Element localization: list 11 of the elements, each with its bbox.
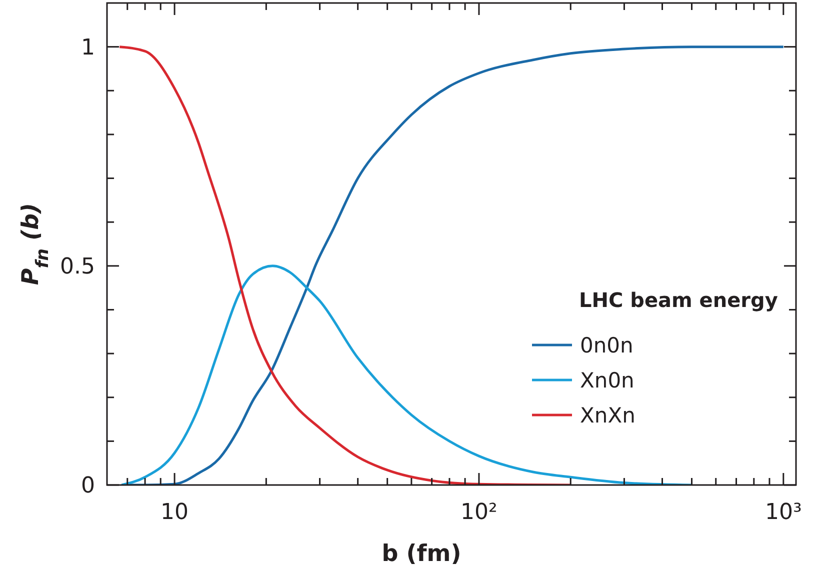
x-axis-title: b (fm): [382, 541, 462, 567]
x-tick-label: 10³: [764, 500, 802, 525]
legend-label: XnXn: [580, 403, 636, 428]
legend-label: Xn0n: [580, 368, 634, 392]
x-tick-label: 10: [160, 500, 189, 525]
y-tick-label: 1: [81, 36, 95, 61]
legend-label: 0n0n: [580, 333, 634, 358]
x-tick-label: 10²: [460, 500, 498, 525]
legend-title: LHC beam energy: [579, 288, 778, 312]
y-tick-label: 0.5: [60, 254, 95, 280]
y-tick-label: 0: [81, 474, 95, 499]
